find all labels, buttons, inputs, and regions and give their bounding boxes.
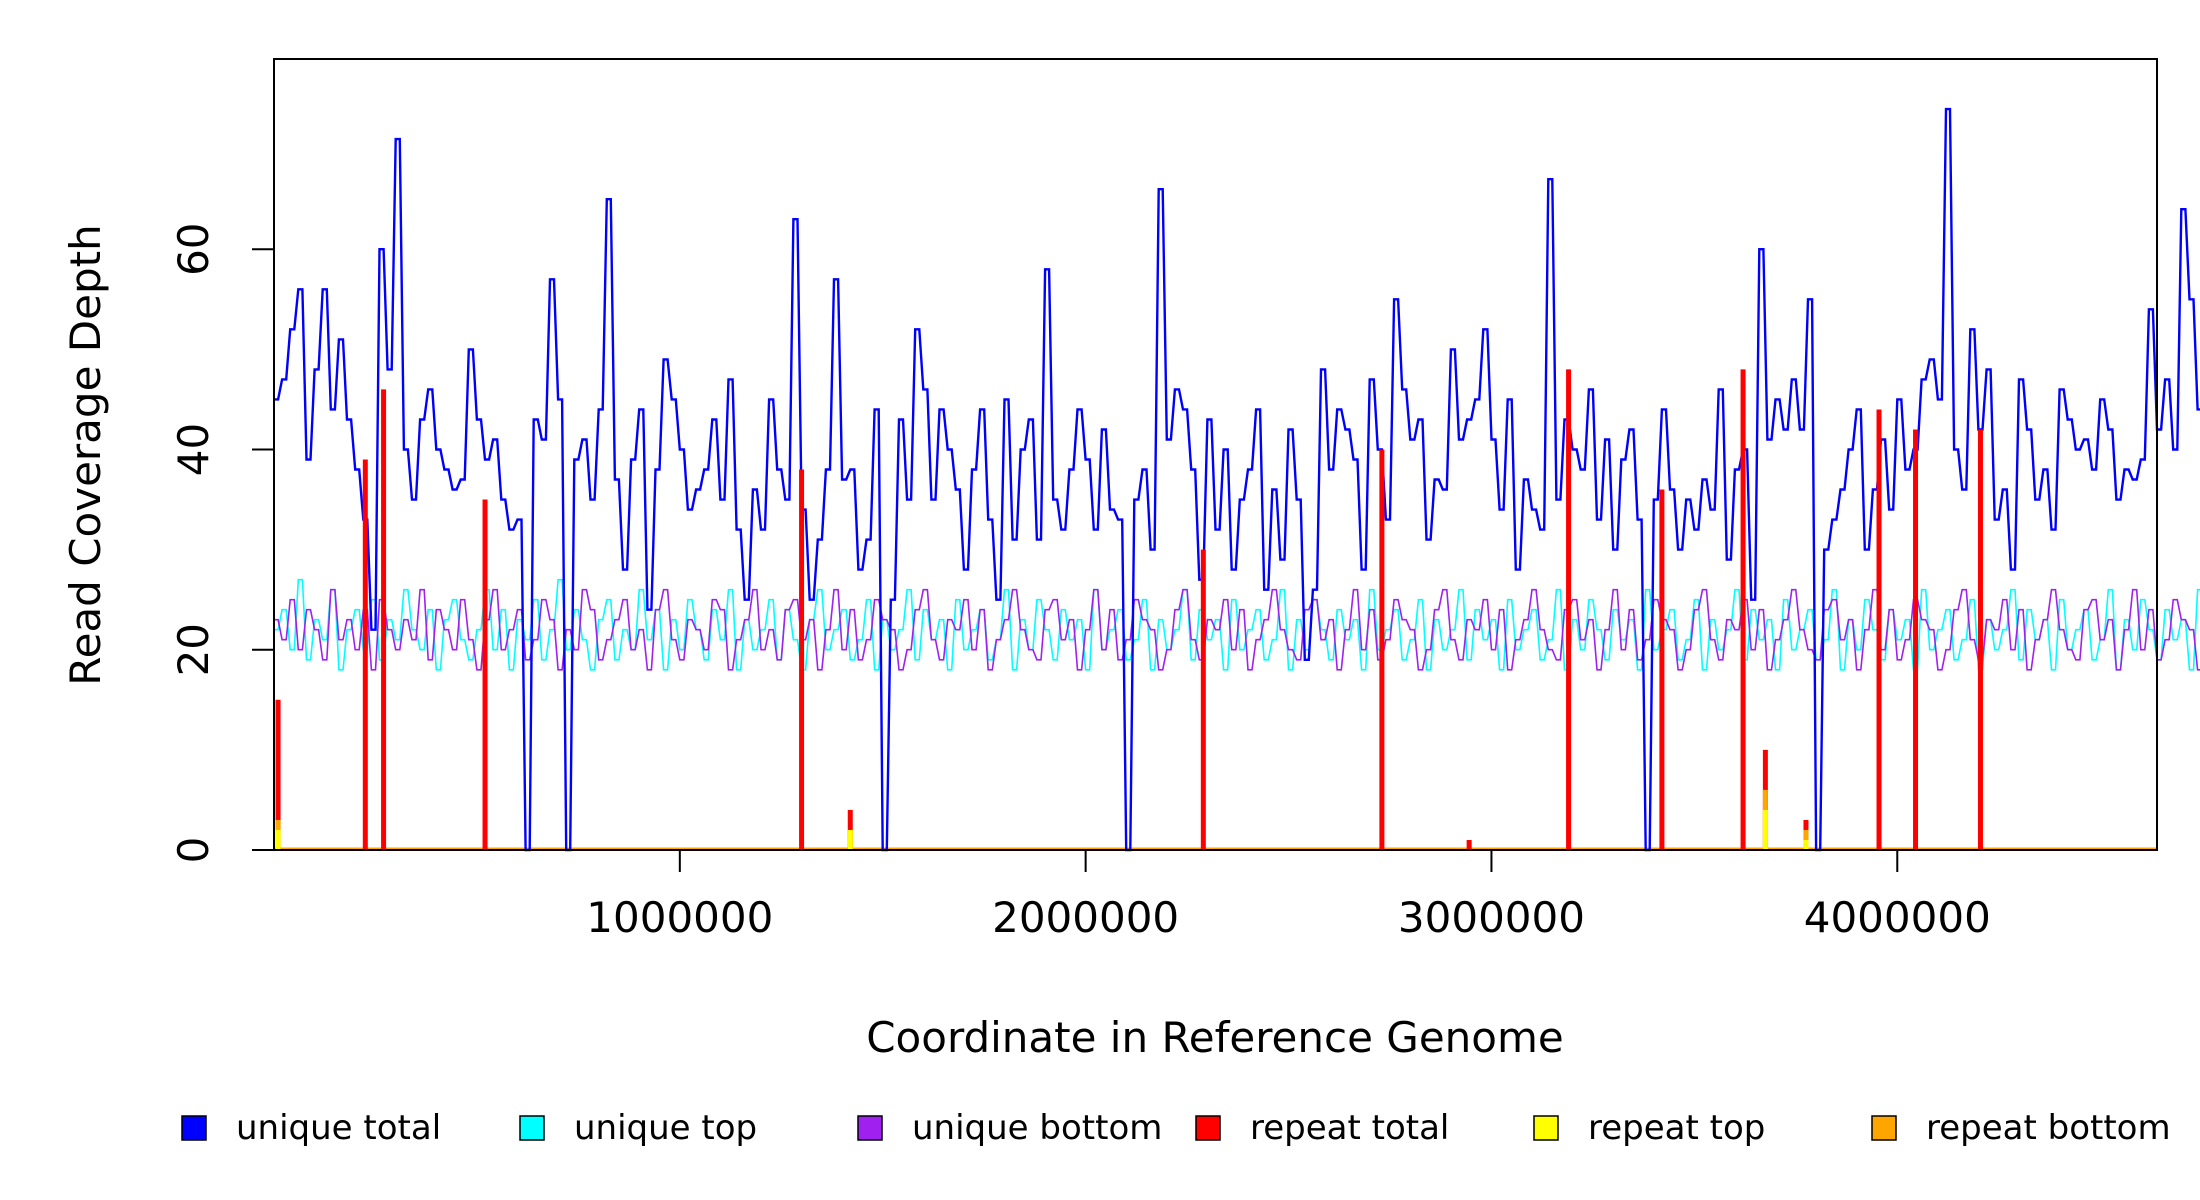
legend-label-repeat-top: repeat top <box>1588 1108 1765 1148</box>
x-tick-label-0: 1000000 <box>586 893 773 942</box>
plot-frame <box>273 58 2158 851</box>
legend-swatch-unique-total <box>181 1115 207 1141</box>
legend-label-repeat-bottom: repeat bottom <box>1926 1108 2171 1148</box>
legend: unique total unique top unique bottom repea… <box>181 1108 2171 1148</box>
legend-label-unique-top: unique top <box>574 1108 757 1148</box>
x-tick-label-2: 3000000 <box>1398 893 1585 942</box>
plot-area <box>274 107 2200 852</box>
legend-label-repeat-total: repeat total <box>1250 1108 1449 1148</box>
legend-swatch-repeat-total <box>1195 1115 1221 1141</box>
legend-label-unique-total: unique total <box>236 1108 441 1148</box>
series-line-unique-total <box>274 107 2200 852</box>
x-tick-label-1: 2000000 <box>992 893 1179 942</box>
y-tick-label-1: 20 <box>169 623 218 676</box>
x-axis-title: Coordinate in Reference Genome <box>866 1013 1564 1062</box>
legend-swatch-repeat-bottom <box>1871 1115 1897 1141</box>
legend-swatch-unique-bottom <box>857 1115 883 1141</box>
y-tick-label-0: 0 <box>169 837 218 864</box>
x-tick-label-3: 4000000 <box>1804 893 1991 942</box>
series-line-unique-bottom <box>274 588 2200 671</box>
y-axis: 0 20 40 60 <box>169 222 274 863</box>
y-axis-title: Read Coverage Depth <box>61 224 110 685</box>
legend-swatch-repeat-top <box>1533 1115 1559 1141</box>
x-axis: 1000000 2000000 3000000 4000000 <box>586 850 1991 942</box>
y-tick-label-3: 60 <box>169 222 218 275</box>
y-tick-label-2: 40 <box>169 423 218 476</box>
legend-label-unique-bottom: unique bottom <box>912 1108 1162 1148</box>
series-line-unique-top <box>274 578 2200 671</box>
legend-swatch-unique-top <box>519 1115 545 1141</box>
